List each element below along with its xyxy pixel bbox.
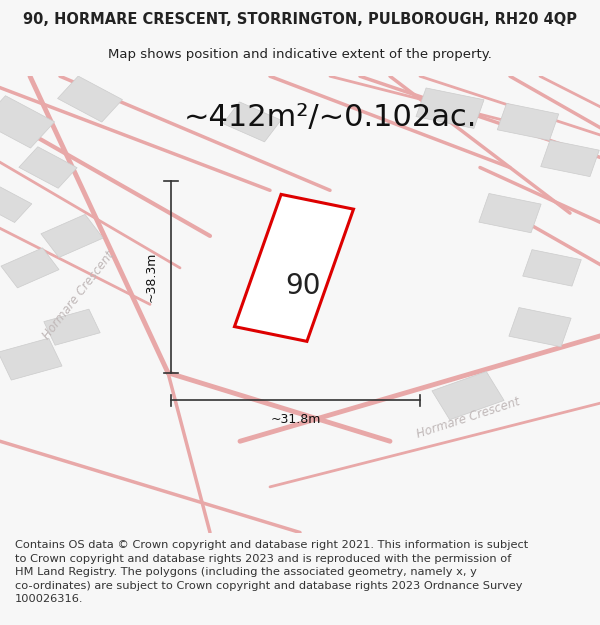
- Text: Hormare Crescent: Hormare Crescent: [40, 249, 116, 342]
- Polygon shape: [41, 214, 103, 258]
- Polygon shape: [0, 186, 32, 222]
- Text: ~412m²/~0.102ac.: ~412m²/~0.102ac.: [184, 102, 476, 132]
- Text: ~31.8m: ~31.8m: [271, 413, 320, 426]
- Polygon shape: [432, 371, 504, 420]
- Text: 90, HORMARE CRESCENT, STORRINGTON, PULBOROUGH, RH20 4QP: 90, HORMARE CRESCENT, STORRINGTON, PULBO…: [23, 11, 577, 26]
- Polygon shape: [479, 194, 541, 232]
- Polygon shape: [497, 103, 559, 141]
- Polygon shape: [0, 96, 55, 148]
- Polygon shape: [19, 147, 77, 188]
- Polygon shape: [235, 194, 353, 341]
- Polygon shape: [44, 309, 100, 345]
- Polygon shape: [509, 308, 571, 347]
- Polygon shape: [223, 102, 281, 142]
- Text: 90: 90: [285, 272, 321, 300]
- Polygon shape: [58, 76, 122, 122]
- Polygon shape: [0, 338, 62, 380]
- Text: Hormare Crescent: Hormare Crescent: [415, 396, 521, 441]
- Polygon shape: [1, 248, 59, 288]
- Text: ~38.3m: ~38.3m: [145, 252, 158, 302]
- Polygon shape: [523, 249, 581, 286]
- Text: Contains OS data © Crown copyright and database right 2021. This information is : Contains OS data © Crown copyright and d…: [15, 540, 528, 604]
- Polygon shape: [541, 140, 599, 177]
- Polygon shape: [416, 88, 484, 128]
- Text: Map shows position and indicative extent of the property.: Map shows position and indicative extent…: [108, 48, 492, 61]
